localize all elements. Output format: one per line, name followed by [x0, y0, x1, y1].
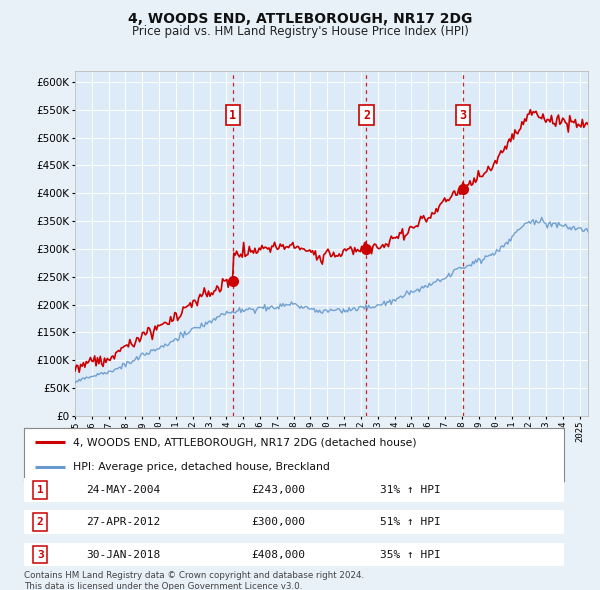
Text: 2: 2	[37, 517, 44, 527]
Text: £300,000: £300,000	[251, 517, 305, 527]
Text: £408,000: £408,000	[251, 550, 305, 559]
Text: 4, WOODS END, ATTLEBOROUGH, NR17 2DG (detached house): 4, WOODS END, ATTLEBOROUGH, NR17 2DG (de…	[73, 437, 416, 447]
Text: Price paid vs. HM Land Registry's House Price Index (HPI): Price paid vs. HM Land Registry's House …	[131, 25, 469, 38]
Text: 35% ↑ HPI: 35% ↑ HPI	[380, 550, 441, 559]
Text: 3: 3	[37, 550, 44, 559]
Text: 3: 3	[460, 109, 467, 122]
Text: £243,000: £243,000	[251, 485, 305, 494]
Text: Contains HM Land Registry data © Crown copyright and database right 2024.
This d: Contains HM Land Registry data © Crown c…	[24, 571, 364, 590]
Text: 24-MAY-2004: 24-MAY-2004	[86, 485, 160, 494]
Text: 31% ↑ HPI: 31% ↑ HPI	[380, 485, 441, 494]
Text: HPI: Average price, detached house, Breckland: HPI: Average price, detached house, Brec…	[73, 461, 329, 471]
Text: 51% ↑ HPI: 51% ↑ HPI	[380, 517, 441, 527]
Text: 27-APR-2012: 27-APR-2012	[86, 517, 160, 527]
Text: 4, WOODS END, ATTLEBOROUGH, NR17 2DG: 4, WOODS END, ATTLEBOROUGH, NR17 2DG	[128, 12, 472, 26]
Text: 30-JAN-2018: 30-JAN-2018	[86, 550, 160, 559]
Text: 2: 2	[363, 109, 370, 122]
Text: 1: 1	[37, 485, 44, 494]
Text: 1: 1	[229, 109, 236, 122]
